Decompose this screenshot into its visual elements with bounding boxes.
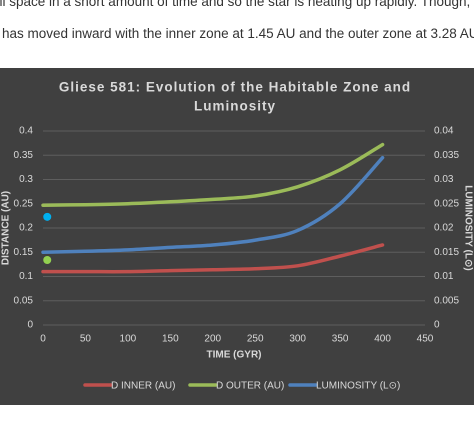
series-line [41,142,385,207]
y2-tick-label: 0.015 [434,247,459,258]
y-tick-label: 0.05 [14,295,34,306]
y-tick-label: 0 [27,320,33,331]
point-marker [43,256,52,265]
y-tick-label: 0.2 [19,223,33,234]
x-tick-label: 0 [40,334,46,345]
x-tick-label: 450 [417,334,434,345]
x-tick-label: 150 [162,334,179,345]
legend-label: LUMINOSITY (L⊙) [316,381,400,392]
y-tick-label: 0.15 [14,247,34,258]
y2-tick-label: 0.035 [434,150,459,161]
x-tick-label: 350 [332,334,349,345]
y2-tick-label: 0.02 [434,223,454,234]
chart-title: Luminosity [194,99,276,114]
y2-tick-label: 0.03 [434,174,454,185]
y-tick-label: 0.3 [19,174,33,185]
doc-line: has moved inward with the inner zone at … [2,26,474,41]
chart-background [0,68,474,405]
y2-axis-label: LUMINOSITY (L⊙) [462,185,473,270]
point-marker [43,212,52,221]
series-line [41,155,385,254]
x-tick-label: 400 [374,334,391,345]
x-tick-label: 200 [204,334,221,345]
y-tick-label: 0.4 [19,126,33,137]
y-axis-label: DISTANCE (AU) [1,191,12,265]
x-tick-label: 100 [120,334,137,345]
y2-tick-label: 0 [434,320,440,331]
x-tick-label: 300 [289,334,306,345]
legend-label: D INNER (AU) [111,381,175,392]
y2-tick-label: 0.04 [434,126,454,137]
y-tick-label: 0.1 [19,271,33,282]
x-tick-label: 250 [247,334,264,345]
y2-tick-label: 0.025 [434,198,459,209]
y2-tick-label: 0.005 [434,295,459,306]
legend-label: D OUTER (AU) [216,381,284,392]
chart-title: Gliese 581: Evolution of the Habitable Z… [59,80,411,95]
x-axis-label: TIME (GYR) [207,350,262,361]
x-tick-label: 50 [80,334,92,345]
y2-tick-label: 0.01 [434,271,454,282]
y-tick-label: 0.25 [14,198,34,209]
y-tick-label: 0.35 [14,150,34,161]
doc-line: all space in a short amount of time and … [0,0,471,9]
series-line [41,243,385,274]
